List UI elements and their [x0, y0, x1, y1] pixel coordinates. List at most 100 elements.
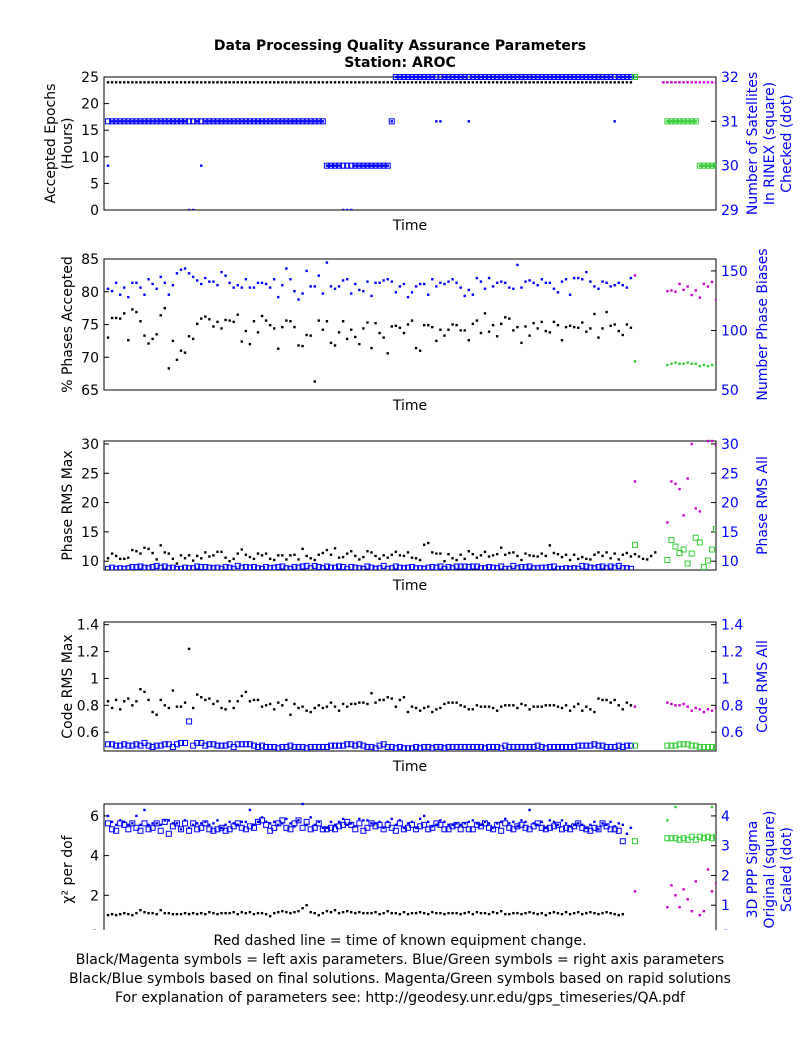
left-dot-point [232, 320, 235, 324]
left-dot-point [260, 81, 264, 84]
right-dot-point [439, 120, 442, 123]
left-dot-point [662, 81, 665, 84]
right-square-point [295, 118, 302, 125]
left-dot-point [540, 705, 543, 708]
left-dot-point [143, 334, 146, 337]
left-dot-point [548, 911, 552, 915]
footer-notes: Red dashed line = time of known equipmen… [0, 932, 800, 1008]
data-marks [106, 261, 753, 383]
left-dot-point [244, 553, 248, 556]
left-dot-point [414, 81, 418, 84]
right-square-point [445, 743, 452, 750]
right-dot-point [187, 826, 191, 830]
left-dot-point [694, 880, 697, 883]
left-dot-point [447, 552, 450, 556]
left-dot-point [345, 909, 349, 913]
left-dot-point [479, 331, 483, 335]
left-dot-point [171, 912, 175, 916]
right-square-point [409, 564, 416, 570]
left-dot-point [443, 334, 446, 337]
left-dot-point [548, 331, 552, 334]
left-dot-point [536, 81, 539, 84]
left-dot-point [447, 328, 450, 331]
left-dot-point [277, 81, 280, 84]
right-square-point [571, 74, 578, 80]
left-axis-label: % Phases Accepted [60, 256, 76, 393]
left-dot-point [139, 320, 142, 323]
right-square-point [676, 549, 683, 556]
right-square-point [283, 118, 290, 125]
data-marks [105, 647, 716, 751]
right-square-point [190, 118, 197, 125]
left-dot-point [277, 347, 280, 350]
left-dot-point [422, 911, 426, 915]
left-dot-point [706, 708, 710, 711]
left-dot-point [427, 81, 430, 84]
right-dot-point [544, 75, 547, 79]
plot-frame [103, 258, 717, 391]
right-square-point [332, 742, 339, 749]
left-dot-point [167, 911, 171, 915]
right-square-point [263, 118, 270, 125]
right-dot-point [281, 120, 284, 123]
right-dot-point [358, 164, 361, 167]
right-square-point [336, 162, 343, 169]
right-square-point [113, 742, 120, 749]
left-dot-point [682, 81, 685, 84]
right-dot-point [435, 823, 438, 827]
right-dot-point [508, 286, 511, 289]
left-dot-point [431, 710, 434, 714]
right-dot-point [751, 360, 753, 362]
right-dot-point [337, 820, 341, 824]
right-square-point [222, 118, 229, 125]
right-dot-point [123, 286, 126, 289]
left-dot-point [394, 705, 398, 708]
right-square-point [165, 830, 172, 837]
right-tick-label: 150 [721, 264, 748, 280]
right-dot-point [293, 289, 296, 293]
right-dot-point [504, 817, 507, 821]
left-dot-point [487, 330, 491, 333]
right-square-point [129, 564, 136, 570]
right-square-point [250, 742, 257, 749]
right-square-point [336, 823, 343, 830]
right-square-point [279, 118, 286, 125]
left-dot-point [479, 911, 483, 915]
right-square-point [518, 743, 525, 750]
right-square-point [546, 74, 553, 80]
right-dot-point [390, 280, 393, 283]
right-dot-point [236, 823, 239, 827]
right-square-point [708, 546, 715, 553]
left-dot-point [127, 697, 130, 700]
right-square-point [238, 824, 245, 831]
left-dot-point [670, 289, 673, 292]
left-dot-point [232, 557, 235, 561]
right-square-point [133, 564, 140, 570]
right-square-point [303, 745, 310, 751]
left-dot-point [577, 910, 580, 914]
left-dot-point [264, 81, 268, 84]
left-dot-point [171, 689, 175, 692]
left-dot-point [220, 911, 223, 915]
right-square-point [404, 745, 411, 751]
left-dot-point [135, 550, 138, 553]
right-dot-point [560, 819, 564, 822]
left-dot-point [520, 81, 523, 84]
right-square-point [522, 564, 529, 570]
right-square-point [137, 563, 144, 570]
left-dot-point [285, 319, 288, 322]
left-dot-point [187, 912, 191, 916]
left-dot-point [277, 701, 280, 704]
left-dot-point [427, 541, 430, 545]
left-dot-point [601, 81, 604, 84]
right-square-point [490, 743, 497, 750]
right-dot-point [297, 298, 300, 301]
left-dot-point [370, 346, 373, 350]
left-dot-point [305, 554, 308, 558]
right-square-point [182, 118, 189, 125]
right-dot-point [719, 366, 721, 368]
footer-line-symbols: Black/Magenta symbols = left axis parame… [75, 952, 725, 968]
left-dot-point [321, 551, 325, 555]
right-square-point [433, 743, 440, 750]
